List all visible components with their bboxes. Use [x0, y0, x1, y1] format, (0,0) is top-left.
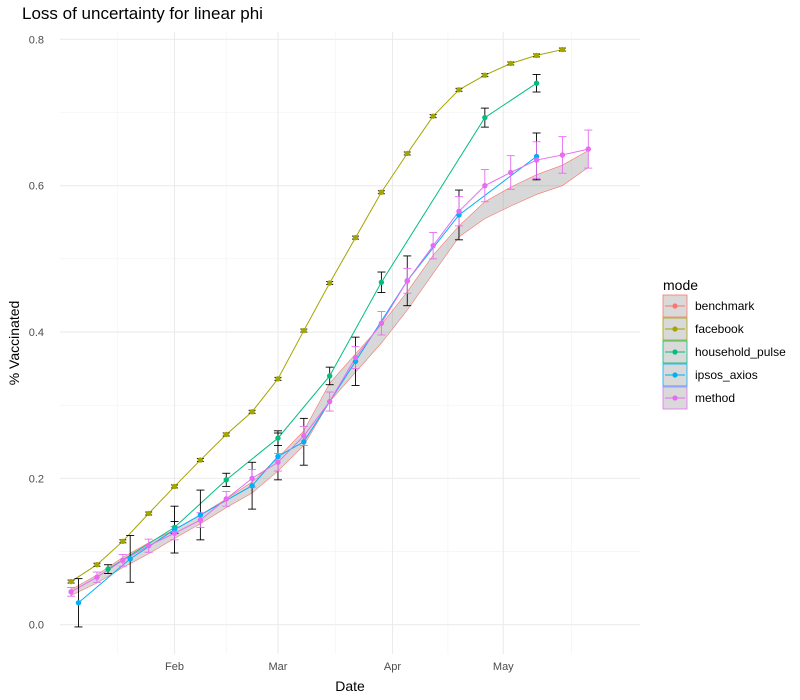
- points-layer: [68, 46, 591, 606]
- facebook-point: [197, 457, 204, 463]
- facebook-point: [404, 150, 410, 157]
- y-tick-label: 0.4: [29, 327, 44, 339]
- method-point: [94, 574, 100, 580]
- method-point: [275, 459, 281, 465]
- facebook-point: [301, 327, 307, 334]
- method-point: [197, 517, 204, 523]
- x-tick-label: May: [493, 661, 514, 673]
- method-point: [404, 278, 410, 284]
- method-point: [249, 475, 255, 482]
- method-point: [456, 208, 462, 214]
- facebook-point: [326, 280, 333, 286]
- method-point: [223, 496, 229, 502]
- x-tick-labels: Feb Mar Apr May: [165, 661, 514, 673]
- legend-key-point: [672, 326, 678, 332]
- facebook-point: [456, 87, 462, 93]
- method-point: [559, 152, 566, 158]
- ipsos-axios-point: [249, 482, 255, 489]
- x-axis-title: Date: [335, 678, 365, 694]
- method-point: [585, 146, 591, 152]
- method-point: [145, 542, 152, 549]
- legend-key-point: [672, 372, 678, 378]
- facebook-point: [275, 376, 281, 382]
- facebook-point: [120, 538, 126, 545]
- ipsos-axios-point: [127, 556, 133, 562]
- y-axis-title: % Vaccinated: [6, 301, 22, 386]
- x-tick-label: Feb: [165, 661, 184, 673]
- household-pulse-line: [107, 82, 537, 570]
- legend-label: benchmark: [695, 299, 755, 313]
- facebook-point: [378, 189, 385, 195]
- method-point: [508, 169, 514, 176]
- method-point: [120, 557, 126, 564]
- legend-item-ipsos-axios: ipsos_axios: [662, 363, 758, 387]
- method-point: [301, 433, 307, 439]
- y-tick-label: 0.0: [29, 620, 44, 632]
- facebook-point: [559, 46, 566, 53]
- grid-lines: [60, 32, 640, 654]
- facebook-point: [68, 578, 74, 585]
- ipsos-axios-point: [275, 453, 281, 460]
- method-point: [482, 182, 488, 189]
- legend-key-point: [672, 303, 678, 309]
- legend-item-household-pulse: household_pulse: [662, 340, 786, 364]
- chart-title: Loss of uncertainty for linear phi: [22, 4, 263, 23]
- household-pulse-point: [275, 435, 281, 441]
- y-tick-label: 0.2: [29, 473, 44, 485]
- facebook-point: [145, 510, 152, 517]
- series-lines-layer: [70, 49, 589, 604]
- facebook-point: [430, 113, 436, 119]
- method-point: [378, 320, 385, 326]
- facebook-point: [94, 562, 100, 568]
- facebook-point: [482, 72, 488, 78]
- household-pulse-point: [378, 279, 385, 285]
- legend-label: method: [695, 391, 735, 405]
- facebook-point: [223, 431, 229, 438]
- y-tick-label: 0.6: [29, 181, 44, 193]
- legend-label: household_pulse: [695, 345, 786, 359]
- method-point: [326, 398, 333, 405]
- legend-item-method: method: [662, 386, 735, 410]
- method-point: [533, 157, 540, 163]
- legend-key-point: [672, 349, 678, 355]
- facebook-point: [508, 60, 514, 67]
- method-point: [352, 354, 359, 361]
- facebook-point: [533, 52, 540, 59]
- legend-label: ipsos_axios: [695, 368, 758, 382]
- legend: mode benchmark facebook household_pulseipso…: [662, 277, 786, 410]
- facebook-line: [70, 49, 563, 582]
- method-point: [171, 530, 178, 536]
- legend-key-point: [672, 395, 678, 401]
- y-tick-label: 0.8: [29, 34, 44, 46]
- household-pulse-point: [482, 114, 488, 121]
- facebook-point: [249, 409, 255, 415]
- household-pulse-point: [223, 477, 229, 483]
- ipsos-axios-point: [197, 512, 204, 518]
- legend-item-benchmark: benchmark: [662, 294, 755, 318]
- y-tick-labels: 0.0 0.2 0.4 0.6 0.8: [29, 34, 44, 631]
- x-tick-label: Mar: [268, 661, 287, 673]
- legend-item-facebook: facebook: [662, 317, 745, 341]
- facebook-point: [352, 234, 359, 241]
- household-pulse-point: [105, 566, 111, 572]
- x-tick-label: Apr: [384, 661, 401, 673]
- error-bars-layer: [67, 47, 593, 628]
- legend-title: mode: [663, 277, 698, 293]
- household-pulse-point: [326, 373, 333, 379]
- method-point: [430, 242, 436, 249]
- ipsos-axios-point: [301, 439, 307, 445]
- method-point: [68, 589, 74, 595]
- ipsos-axios-point: [75, 600, 82, 606]
- legend-label: facebook: [695, 322, 745, 336]
- facebook-point: [171, 483, 178, 490]
- household-pulse-point: [533, 80, 540, 86]
